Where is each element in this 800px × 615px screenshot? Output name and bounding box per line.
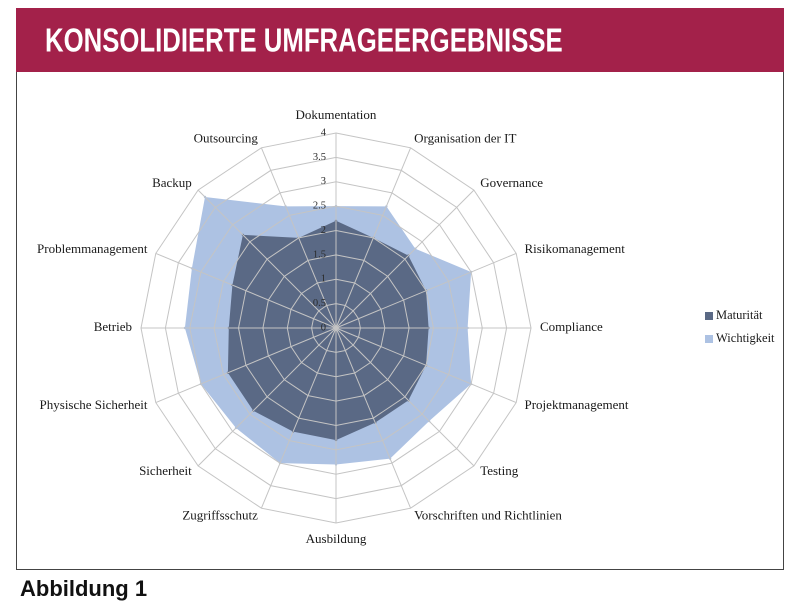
- category-label: Betrieb: [94, 319, 132, 334]
- page-title: KONSOLIDIERTE UMFRAGEERGEBNISSE: [45, 21, 563, 59]
- legend-swatch: [705, 312, 713, 320]
- grid-layer: [140, 132, 532, 524]
- tick-label: 3: [321, 176, 326, 187]
- axis-spoke: [260, 327, 337, 509]
- legend-label: Maturität: [716, 308, 763, 322]
- title-banner: KONSOLIDIERTE UMFRAGEERGEBNISSE: [16, 8, 784, 72]
- legend-swatch: [705, 335, 713, 343]
- tick-label: 1: [321, 274, 326, 285]
- category-label: Outsourcing: [194, 130, 259, 145]
- category-label: Testing: [480, 463, 519, 478]
- category-label: Compliance: [540, 319, 603, 334]
- category-labels: Dokumentation Organisation der IT Governan…: [37, 107, 629, 546]
- axis-spoke: [335, 147, 412, 329]
- legend-item: Maturität: [705, 308, 763, 322]
- legend-item: Wichtigkeit: [705, 331, 775, 345]
- tick-labels: 0 0.5 1 1.5 2 2.5 3 3.5 4: [313, 127, 327, 333]
- axis-spoke: [197, 327, 337, 467]
- axis-spoke: [335, 327, 475, 467]
- category-label: Governance: [480, 175, 543, 190]
- category-label: Sicherheit: [139, 463, 192, 478]
- category-label: Risikomanagement: [525, 241, 626, 256]
- chart-frame: 0 0.5 1 1.5 2 2.5 3 3.5 4 Dokumentation Organisat…: [16, 72, 784, 570]
- tick-label: 1.5: [313, 249, 326, 260]
- tick-label: 3.5: [313, 152, 326, 163]
- category-label: Organisation der IT: [414, 130, 516, 145]
- axis-spoke: [260, 147, 337, 329]
- axis-spoke: [335, 327, 412, 509]
- category-label: Physische Sicherheit: [40, 397, 148, 412]
- axis-spoke: [155, 252, 337, 329]
- category-label: Vorschriften und Richtlinien: [414, 507, 562, 522]
- tick-label: 4: [321, 127, 327, 138]
- category-label: Ausbildung: [306, 531, 367, 546]
- category-label: Backup: [152, 175, 192, 190]
- legend: Maturität Wichtigkeit: [705, 308, 775, 345]
- category-label: Dokumentation: [296, 107, 377, 122]
- tick-label: 2.5: [313, 201, 326, 212]
- axis-spoke: [197, 189, 337, 329]
- axis-spoke: [335, 327, 517, 404]
- figure-caption: Abbildung 1: [20, 576, 148, 601]
- axis-spoke: [155, 327, 337, 404]
- series-layer: [183, 195, 473, 466]
- category-label: Zugriffsschutz: [182, 507, 258, 522]
- tick-label: 2: [321, 225, 326, 236]
- legend-label: Wichtigkeit: [716, 331, 775, 345]
- tick-label: 0.5: [313, 298, 326, 309]
- axis-spoke: [335, 252, 517, 329]
- radar-chart: 0 0.5 1 1.5 2 2.5 3 3.5 4 Dokumentation Organisat…: [37, 107, 775, 546]
- axis-spoke: [335, 189, 475, 329]
- category-label: Projektmanagement: [525, 397, 629, 412]
- tick-label: 0: [321, 322, 326, 333]
- category-label: Problemmanagement: [37, 241, 148, 256]
